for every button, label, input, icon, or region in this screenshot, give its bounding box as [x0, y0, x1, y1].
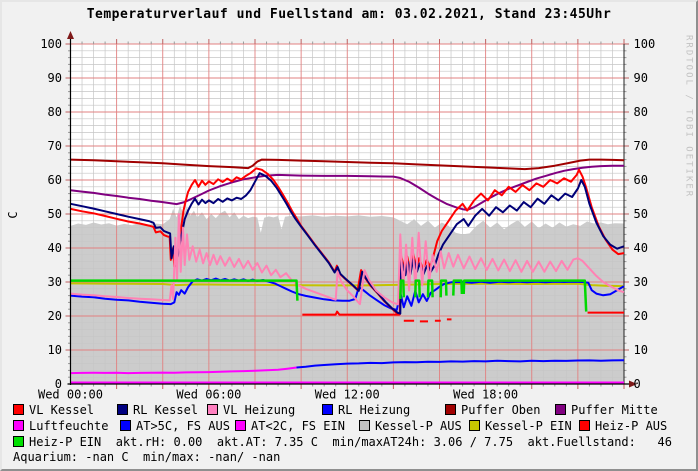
legend-swatch-at-ein	[235, 420, 246, 431]
y-axis-label: C	[6, 211, 20, 218]
y-tick-label-left: 80	[48, 105, 62, 119]
legend-item-puffer-mitte: Puffer Mitte	[555, 404, 658, 416]
legend-item-heiz-p-ein-stats: Heiz-P EIN akt.rH: 0.00 akt.AT: 7.35 C m…	[13, 436, 672, 448]
legend-label-rl-kessel: RL Kessel	[133, 403, 199, 417]
legend-swatch-puffer-mitte	[555, 404, 566, 415]
series-vl-heizung	[70, 213, 625, 306]
series-heiz-p-aus	[302, 310, 624, 323]
y-tick-label-right: 100	[634, 37, 656, 51]
legend-label-puffer-oben: Puffer Oben	[461, 403, 541, 417]
legend-label-luftfeuchte: Luftfeuchte	[29, 419, 109, 433]
y-tick-label-left: 90	[48, 71, 62, 85]
y-tick-label-left: 60	[48, 173, 62, 187]
y-tick-label-right: 90	[634, 71, 648, 85]
y-tick-label-left: 30	[48, 275, 62, 289]
legend-item-rl-kessel: RL Kessel	[117, 404, 198, 416]
legend-label-at-aus: AT>5C, FS AUS	[136, 419, 230, 433]
legend-item-at-ein: AT<2C, FS EIN	[235, 420, 345, 432]
legend-item-puffer-oben: Puffer Oben	[445, 404, 540, 416]
legend-swatch-rl-heizung	[322, 404, 333, 415]
x-tick-label: Wed 18:00	[453, 388, 518, 402]
y-tick-label-right: 50	[634, 207, 648, 221]
legend-swatch-heiz-p-aus	[579, 420, 590, 431]
y-tick-label-right: 60	[634, 173, 648, 187]
y-tick-label-right: 10	[634, 343, 648, 357]
x-tick-label: Wed 12:00	[315, 388, 380, 402]
legend-item-vl-heizung: VL Heizung	[207, 404, 295, 416]
chart-plot: 0 0 10 10 20 20 30 30 40 40 50 50 60 60 70 70 80 80 90 90 10…	[6, 31, 694, 402]
legend-label-heiz-p-aus: Heiz-P AUS	[595, 419, 668, 433]
legend-item-rl-heizung: RL Heizung	[322, 404, 410, 416]
legend-item-heiz-p-aus: Heiz-P AUS	[579, 420, 667, 432]
legend-swatch-heiz-p-ein-stats	[13, 436, 24, 447]
x-axis-arrow-icon	[629, 380, 637, 388]
legend-item-luftfeuchte: Luftfeuchte	[13, 420, 108, 432]
legend-swatch-at-aus	[120, 420, 131, 431]
y-tick-label-left: 100	[40, 37, 62, 51]
y-tick-label-right: 40	[634, 241, 648, 255]
legend-label-puffer-mitte: Puffer Mitte	[571, 403, 658, 417]
y-tick-label-right: 80	[634, 105, 648, 119]
legend-label-kessel-p-ein: Kessel-P EIN	[485, 419, 572, 433]
legend-item-at-aus: AT>5C, FS AUS	[120, 420, 230, 432]
y-tick-label-left: 70	[48, 139, 62, 153]
legend-swatch-rl-kessel	[117, 404, 128, 415]
legend-label-at-ein: AT<2C, FS EIN	[251, 419, 345, 433]
legend-swatch-vl-kessel	[13, 404, 24, 415]
series-at-warm	[296, 359, 625, 369]
y-tick-label-right: 70	[634, 139, 648, 153]
legend-label-heiz-p-ein-stats: Heiz-P EIN akt.rH: 0.00 akt.AT: 7.35 C m…	[29, 435, 672, 449]
y-axis-arrow-icon	[67, 31, 74, 39]
legend-label-vl-kessel: VL Kessel	[29, 403, 95, 417]
y-tick-label-right: 30	[634, 275, 648, 289]
series-puffer-oben	[70, 158, 625, 171]
series-heiz-p-ein	[70, 279, 588, 312]
legend-swatch-kessel-p-aus	[359, 420, 370, 431]
legend-label-aquarium: Aquarium: -nan C min/max: -nan/ -nan	[13, 450, 281, 464]
legend-label-vl-heizung: VL Heizung	[223, 403, 296, 417]
legend-item-kessel-p-ein: Kessel-P EIN	[469, 420, 572, 432]
series-at-frost	[70, 366, 297, 375]
legend-label-kessel-p-aus: Kessel-P AUS	[375, 419, 462, 433]
legend-swatch-puffer-oben	[445, 404, 456, 415]
chart-title: Temperaturverlauf und Fuellstand am: 03.…	[86, 7, 612, 22]
legend-swatch-kessel-p-ein	[469, 420, 480, 431]
rrdtool-watermark: RRDTOOL / TOBI OETIKER	[684, 35, 694, 198]
legend-swatch-luftfeuchte	[13, 420, 24, 431]
y-tick-label-right: 20	[634, 309, 648, 323]
x-tick-label: Wed 00:00	[38, 388, 103, 402]
legend-item-aquarium: Aquarium: -nan C min/max: -nan/ -nan	[13, 451, 280, 463]
legend-item-kessel-p-aus: Kessel-P AUS	[359, 420, 462, 432]
y-tick-label-left: 40	[48, 241, 62, 255]
legend-label-rl-heizung: RL Heizung	[338, 403, 411, 417]
y-tick-label-right: 0	[634, 377, 641, 391]
y-tick-label-left: 20	[48, 309, 62, 323]
y-tick-label-left: 0	[55, 377, 62, 391]
y-tick-label-left: 50	[48, 207, 62, 221]
legend-swatch-vl-heizung	[207, 404, 218, 415]
series-puffer-mitte	[70, 164, 624, 211]
legend-item-vl-kessel: VL Kessel	[13, 404, 94, 416]
x-tick-label: Wed 06:00	[176, 388, 241, 402]
y-tick-label-left: 10	[48, 343, 62, 357]
